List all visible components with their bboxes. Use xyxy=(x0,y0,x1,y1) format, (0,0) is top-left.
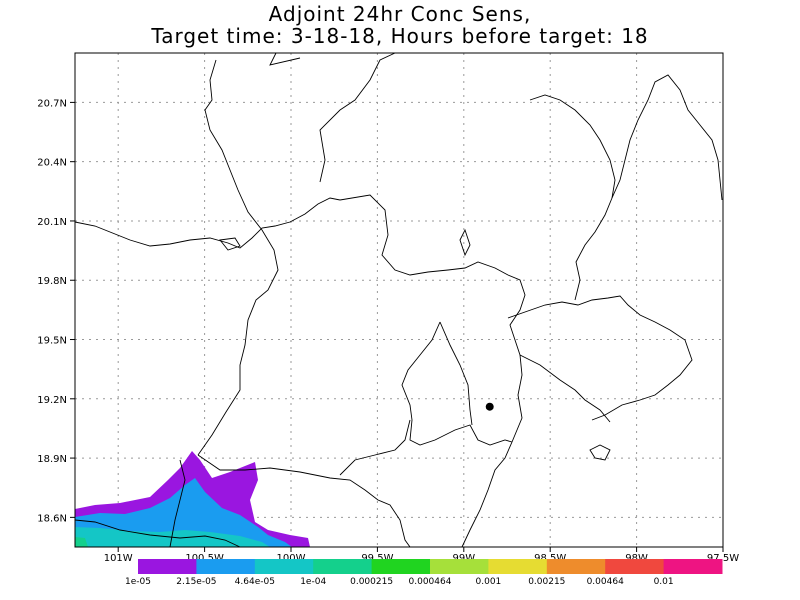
border-11 xyxy=(197,454,411,548)
lon-tick-label: 99W xyxy=(452,553,475,564)
lon-tick-label: 97.5W xyxy=(707,553,739,564)
colorbar-label: 0.000215 xyxy=(350,577,393,587)
colorbar-label: 0.01 xyxy=(654,577,674,587)
border-15 xyxy=(589,444,611,461)
colorbar-label: 1e-04 xyxy=(300,577,326,587)
border-1 xyxy=(74,197,341,249)
colorbar-segment xyxy=(313,559,373,574)
colorbar-label: 0.000464 xyxy=(409,577,452,587)
border-5 xyxy=(507,295,693,421)
lon-tick-label: 98.5W xyxy=(534,553,566,564)
lat-tick-label: 19.8N xyxy=(37,276,67,287)
colorbar-label: 2.15e-05 xyxy=(176,577,216,587)
lat-tick-label: 20.1N xyxy=(37,217,67,228)
colorbar-segment xyxy=(254,559,314,574)
border-17 xyxy=(459,228,471,257)
border-3 xyxy=(319,52,396,183)
lat-tick-label: 18.6N xyxy=(37,513,67,524)
title-line-2: Target time: 3-18-18, Hours before targe… xyxy=(151,24,649,48)
longitude-axis: 101W 100.5W 100W 99.5W 99W 98.5W 98W 97.5W xyxy=(104,547,739,564)
title-line-1: Adjoint 24hr Conc Sens, xyxy=(268,2,532,26)
colorbar-segment xyxy=(663,559,723,574)
grid-lines xyxy=(75,53,723,547)
colorbar-label: 4.64e-05 xyxy=(235,577,275,587)
border-8 xyxy=(519,354,611,423)
colorbar-segment xyxy=(546,559,606,574)
border-4 xyxy=(339,194,526,548)
lat-tick-label: 19.2N xyxy=(37,395,67,406)
colorbar-segment xyxy=(196,559,256,574)
lat-tick-label: 18.9N xyxy=(37,454,67,465)
plot-area xyxy=(75,53,723,547)
colorbar-label: 0.001 xyxy=(476,577,502,587)
border-16 xyxy=(219,237,241,251)
colorbar-segment xyxy=(138,559,197,574)
border-2 xyxy=(197,59,279,456)
border-9 xyxy=(401,321,513,446)
target-point-marker xyxy=(485,402,494,411)
state-borders xyxy=(74,52,723,548)
colorbar-segment xyxy=(605,559,665,574)
border-7 xyxy=(529,94,616,199)
lat-tick-label: 20.4N xyxy=(37,158,67,169)
shade-2.15e-05 xyxy=(75,478,292,547)
border-18 xyxy=(269,52,301,66)
latitude-axis: 20.7N 20.4N 20.1N 19.8N 19.5N 19.2N 18.9N 18.6N xyxy=(37,98,75,524)
border-13 xyxy=(169,459,186,548)
plot-frame xyxy=(74,52,724,548)
colorbar-label: 0.00215 xyxy=(528,577,565,587)
shade-1e-04 xyxy=(75,537,88,547)
border-14 xyxy=(74,519,241,548)
colorbar-segment xyxy=(430,559,489,574)
border-12 xyxy=(339,419,411,476)
border-10 xyxy=(439,321,473,426)
colorbar: 1e-05 2.15e-05 4.64e-05 1e-04 0.000215 0.0004… xyxy=(125,559,723,587)
lon-tick-label: 100W xyxy=(277,553,306,564)
border-6 xyxy=(574,74,723,301)
colorbar-label: 1e-05 xyxy=(125,577,151,587)
lon-tick-label: 101W xyxy=(104,553,133,564)
lon-tick-label: 99.5W xyxy=(361,553,393,564)
lon-tick-label: 100.5W xyxy=(185,553,224,564)
colorbar-segment xyxy=(488,559,548,574)
lat-tick-label: 20.7N xyxy=(37,98,67,109)
lon-tick-label: 98W xyxy=(625,553,648,564)
lat-tick-label: 19.5N xyxy=(37,336,67,347)
colorbar-segment xyxy=(371,559,431,574)
colorbar-label: 0.00464 xyxy=(587,577,624,587)
